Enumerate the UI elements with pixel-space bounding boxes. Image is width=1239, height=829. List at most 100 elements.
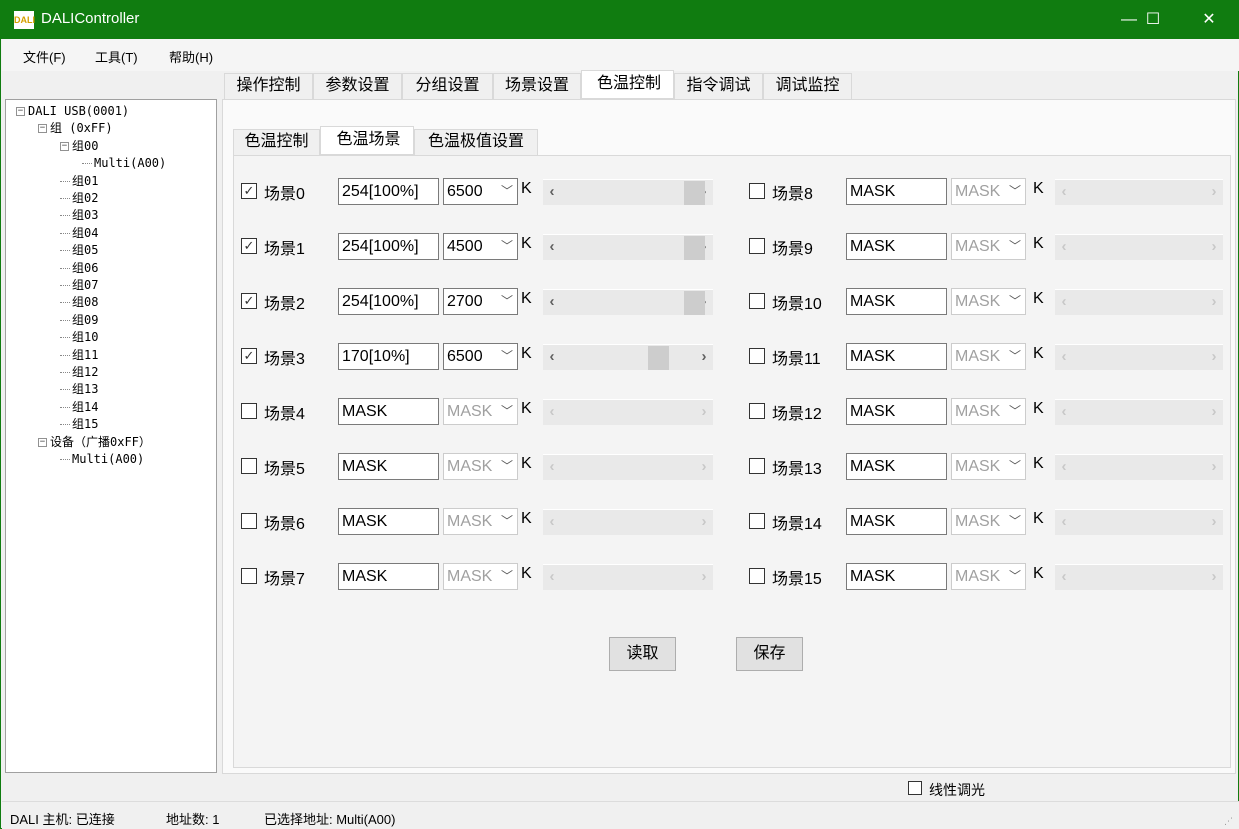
tree-node[interactable]: 组01 xyxy=(60,173,98,190)
chevron-left-icon[interactable]: ‹ xyxy=(1061,293,1067,310)
chevron-left-icon[interactable]: ‹ xyxy=(1061,238,1067,255)
scene-temp-slider[interactable]: ‹› xyxy=(543,399,713,425)
tree-node[interactable]: 组02 xyxy=(60,190,98,207)
chevron-right-icon[interactable]: › xyxy=(1211,513,1217,530)
chevron-right-icon[interactable]: › xyxy=(701,348,707,365)
tree-node[interactable]: − 组 (0xFF) xyxy=(38,120,113,137)
scene-temp-select[interactable]: MASK ﹀ xyxy=(443,508,518,535)
chevron-left-icon[interactable]: ‹ xyxy=(549,458,555,475)
scene-checkbox[interactable] xyxy=(749,513,765,529)
scene-level-input[interactable]: MASK xyxy=(846,453,947,480)
tab-inner-1[interactable]: 色温场景 xyxy=(320,126,414,155)
scene-level-input[interactable]: MASK xyxy=(338,508,439,535)
chevron-left-icon[interactable]: ‹ xyxy=(549,238,555,255)
scene-temp-slider[interactable]: ‹› xyxy=(1055,564,1223,590)
read-button[interactable]: 读取 xyxy=(609,637,676,671)
scene-level-input[interactable]: MASK xyxy=(338,563,439,590)
scene-temp-select[interactable]: MASK ﹀ xyxy=(951,178,1026,205)
collapse-icon[interactable]: − xyxy=(38,123,47,134)
collapse-icon[interactable]: − xyxy=(16,106,25,116)
scene-temp-slider[interactable]: ‹› xyxy=(543,344,713,370)
chevron-right-icon[interactable]: › xyxy=(1211,458,1217,475)
scene-checkbox[interactable] xyxy=(749,403,765,419)
scene-level-input[interactable]: MASK xyxy=(338,453,439,480)
chevron-right-icon[interactable]: › xyxy=(1211,238,1217,255)
scene-temp-select[interactable]: MASK ﹀ xyxy=(951,233,1026,260)
scene-checkbox[interactable] xyxy=(749,293,765,309)
scene-level-input[interactable]: 254[100%] xyxy=(338,178,439,205)
scene-checkbox[interactable] xyxy=(241,458,257,474)
collapse-icon[interactable]: − xyxy=(60,140,69,151)
scene-temp-select[interactable]: 6500 ﹀ xyxy=(443,343,518,370)
scene-temp-slider[interactable]: ‹› xyxy=(1055,454,1223,480)
scene-temp-select[interactable]: MASK ﹀ xyxy=(951,563,1026,590)
scene-checkbox[interactable] xyxy=(749,458,765,474)
chevron-right-icon[interactable]: › xyxy=(701,403,707,420)
collapse-icon[interactable]: − xyxy=(38,436,47,447)
scene-level-input[interactable]: MASK xyxy=(846,288,947,315)
scene-temp-select[interactable]: MASK ﹀ xyxy=(443,453,518,480)
scene-temp-select[interactable]: 2700 ﹀ xyxy=(443,288,518,315)
chevron-right-icon[interactable]: › xyxy=(701,513,707,530)
tree-node[interactable]: Multi(A00) xyxy=(82,155,166,172)
scene-temp-slider[interactable]: ‹› xyxy=(543,234,713,260)
chevron-right-icon[interactable]: › xyxy=(701,458,707,475)
chevron-right-icon[interactable]: › xyxy=(701,568,707,585)
scene-temp-slider[interactable]: ‹› xyxy=(543,454,713,480)
scene-level-input[interactable]: MASK xyxy=(846,233,947,260)
chevron-right-icon[interactable]: › xyxy=(1211,568,1217,585)
chevron-left-icon[interactable]: ‹ xyxy=(549,183,555,200)
tree-node[interactable]: 组06 xyxy=(60,260,98,277)
scene-checkbox[interactable]: ✓ xyxy=(241,348,257,364)
scene-temp-slider[interactable]: ‹› xyxy=(1055,289,1223,315)
chevron-left-icon[interactable]: ‹ xyxy=(1061,348,1067,365)
menu-help[interactable]: 帮助(H) xyxy=(169,50,214,65)
tree-node[interactable]: 组10 xyxy=(60,329,98,346)
scene-temp-select[interactable]: MASK ﹀ xyxy=(951,398,1026,425)
scene-level-input[interactable]: MASK xyxy=(846,343,947,370)
chevron-right-icon[interactable]: › xyxy=(1211,403,1217,420)
tab-inner-2[interactable]: 色温极值设置 xyxy=(414,129,538,155)
scene-level-input[interactable]: MASK xyxy=(846,178,947,205)
chevron-left-icon[interactable]: ‹ xyxy=(1061,568,1067,585)
tree-node[interactable]: − 设备（广播0xFF） xyxy=(38,434,151,451)
scene-checkbox[interactable] xyxy=(749,348,765,364)
scene-temp-select[interactable]: 4500 ﹀ xyxy=(443,233,518,260)
tree-node[interactable]: − DALI USB(0001) xyxy=(16,103,129,120)
scene-temp-select[interactable]: MASK ﹀ xyxy=(443,563,518,590)
device-tree[interactable]: − DALI USB(0001) − 组 (0xFF) − 组00 Multi(A00) 组0… xyxy=(5,99,217,773)
resize-grip-icon[interactable]: ⋰ xyxy=(1224,816,1233,826)
scene-temp-slider[interactable]: ‹› xyxy=(1055,509,1223,535)
tree-node[interactable]: 组12 xyxy=(60,364,98,381)
scene-temp-slider[interactable]: ‹› xyxy=(543,564,713,590)
tab-outer-0[interactable]: 操作控制 xyxy=(224,73,313,99)
chevron-left-icon[interactable]: ‹ xyxy=(1061,403,1067,420)
tree-node[interactable]: 组14 xyxy=(60,399,98,416)
tab-outer-5[interactable]: 指令调试 xyxy=(674,73,763,99)
scene-level-input[interactable]: 254[100%] xyxy=(338,233,439,260)
scene-checkbox[interactable]: ✓ xyxy=(241,293,257,309)
scene-level-input[interactable]: 254[100%] xyxy=(338,288,439,315)
tree-node[interactable]: − 组00 xyxy=(60,138,98,155)
scene-temp-select[interactable]: 6500 ﹀ xyxy=(443,178,518,205)
scene-temp-slider[interactable]: ‹› xyxy=(1055,234,1223,260)
chevron-left-icon[interactable]: ‹ xyxy=(1061,513,1067,530)
tree-node[interactable]: 组13 xyxy=(60,381,98,398)
maximize-button[interactable]: ☐ xyxy=(1145,11,1161,28)
tree-node[interactable]: 组08 xyxy=(60,294,98,311)
tab-outer-1[interactable]: 参数设置 xyxy=(313,73,402,99)
scene-temp-slider[interactable]: ‹› xyxy=(543,289,713,315)
scene-temp-slider[interactable]: ‹› xyxy=(1055,344,1223,370)
scene-temp-slider[interactable]: ‹› xyxy=(1055,399,1223,425)
slider-thumb[interactable] xyxy=(647,346,669,370)
scene-checkbox[interactable]: ✓ xyxy=(241,183,257,199)
slider-thumb[interactable] xyxy=(684,291,705,315)
scene-level-input[interactable]: MASK xyxy=(846,563,947,590)
chevron-left-icon[interactable]: ‹ xyxy=(549,568,555,585)
tab-outer-3[interactable]: 场景设置 xyxy=(493,73,581,99)
chevron-right-icon[interactable]: › xyxy=(1211,293,1217,310)
slider-thumb[interactable] xyxy=(684,236,705,260)
tree-node[interactable]: 组07 xyxy=(60,277,98,294)
scene-checkbox[interactable] xyxy=(749,183,765,199)
minimize-button[interactable]: — xyxy=(1121,11,1137,28)
